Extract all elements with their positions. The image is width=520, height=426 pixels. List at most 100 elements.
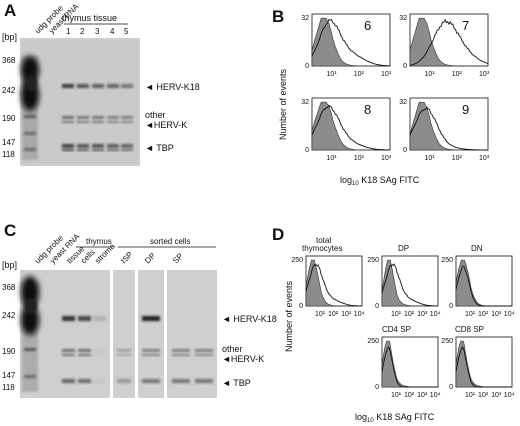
panel-d-hist-5-xtick-1: 10² — [478, 392, 489, 399]
panel-a-lane-1: 1 — [66, 27, 71, 36]
panel-a-group-label: thymus tissue — [62, 13, 117, 23]
panel-a-band-lane4-3 — [107, 144, 119, 148]
panel-c-band-lane6-2 — [195, 354, 213, 356]
panel-d-label: D — [272, 225, 284, 244]
panel-a-band-lane3-4 — [92, 149, 104, 151]
panel-c-lane-dp: DP — [143, 251, 157, 265]
panel-c-band-lane4-2 — [142, 354, 160, 356]
panel-a-gel-inner — [22, 40, 138, 164]
panel-a-band-lane1-1 — [62, 116, 74, 119]
panel-d-hist-2-filled-curve — [381, 259, 438, 307]
panel-d-title-dp: DP — [398, 244, 409, 253]
panel-d-x-label: log10 K18 SAg FITC — [355, 412, 435, 424]
panel-a-band-lane5-4 — [121, 149, 133, 151]
panel-b: B Number of events log10 K18 SAg FITC 32… — [272, 7, 490, 187]
panel-a: A [bp] 368 242 190 147 118 udg probe yea… — [2, 1, 200, 166]
panel-a-lane-3: 3 — [95, 27, 100, 36]
panel-d-hist-2-xtick-3: 10⁴ — [430, 311, 441, 318]
panel-b-hist-9-ytick-top: 32 — [399, 99, 407, 106]
panel-c-group-sorted: sorted cells — [150, 237, 190, 246]
panel-a-bands — [62, 84, 133, 151]
panel-c-band-lane2-1 — [93, 349, 106, 352]
panel-c-band-lane6-3 — [195, 379, 213, 383]
panel-d-hist-5: 250 0 10¹ 10² 10³ 10⁴ — [441, 336, 515, 399]
panel-b-hist-7: 32 0 10¹ 10² 10³ 7 — [399, 13, 490, 78]
panel-d-title-total-2: thymocytes — [302, 244, 342, 253]
panel-d-hist-4-ytick-top: 250 — [367, 338, 379, 345]
panel-c-band-lane0-1 — [62, 349, 75, 352]
panel-a-band-lane4-1 — [107, 116, 119, 119]
panel-c-band-lane0-3 — [62, 379, 75, 383]
panel-d-hist-5-ytick-top: 250 — [441, 338, 453, 345]
panel-d-title-total-1: total — [316, 236, 331, 245]
panel-c-bands — [62, 316, 213, 383]
panel-d-title-cd8: CD8 SP — [455, 325, 484, 334]
panel-a-marker-118: 118 — [2, 150, 15, 159]
panel-c-band-herv-k18: ◄ HERV-K18 — [222, 314, 277, 324]
panel-a-band-lane5-0 — [121, 84, 133, 88]
panel-c-band-lane2-3 — [93, 379, 106, 383]
panel-b-hist-7-xtick-2: 10³ — [479, 71, 490, 78]
panel-a-lane-2: 2 — [80, 27, 85, 36]
panel-d-hist-2-xtick-0: 10¹ — [391, 311, 402, 318]
panel-d-hist-5-ytick-zero: 0 — [449, 384, 453, 391]
panel-d-hist-3-ytick-top: 250 — [441, 257, 453, 264]
panel-d-hist-2-xtick-2: 10³ — [417, 311, 428, 318]
panel-b-sample-label-9: 9 — [462, 102, 469, 117]
panel-a-band-lane1-4 — [62, 149, 74, 151]
panel-d-hist-1-ytick-top: 250 — [291, 257, 303, 264]
panel-b-hist-7-xtick-1: 10² — [452, 71, 463, 78]
panel-d-hist-1-ytick-zero: 0 — [299, 303, 303, 310]
panel-c-probe-band-2 — [24, 375, 36, 378]
panel-b-hist-6-filled-curve — [311, 17, 390, 67]
panel-c-band-lane4-1 — [142, 349, 160, 352]
panel-d-hist-2-ytick-top: 250 — [367, 257, 379, 264]
panel-d-hist-1-xtick-0: 10¹ — [315, 311, 326, 318]
panel-b-hist-6-xtick-2: 10³ — [381, 71, 392, 78]
panel-a-band-lane5-2 — [121, 121, 133, 123]
panel-d-hist-5-xtick-0: 10¹ — [465, 392, 476, 399]
panel-d-hist-5-open-curve — [455, 346, 512, 388]
panel-c-band-lane3-1 — [117, 349, 131, 352]
panel-d-hist-5-filled-curve — [455, 340, 512, 388]
panel-b-hist-9: 32 0 10¹ 10² 10³ 9 — [399, 97, 490, 162]
panel-a-band-lane2-2 — [77, 121, 89, 123]
panel-c-probe-blob-2 — [21, 305, 39, 335]
panel-a-lane-4: 4 — [110, 27, 115, 36]
panel-b-hist-6-ytick-zero: 0 — [305, 63, 309, 70]
panel-d-y-label: Number of events — [284, 280, 294, 352]
panel-c-band-lane3-2 — [117, 354, 131, 356]
panel-b-hist-8-xtick-2: 10³ — [381, 155, 392, 162]
panel-c-band-lane3-3 — [117, 379, 131, 383]
panel-c-band-lane5-3 — [172, 379, 190, 383]
panel-a-marker-190: 190 — [2, 114, 16, 123]
panel-d-title-cd4: CD4 SP — [382, 325, 411, 334]
panel-c-band-lane5-1 — [172, 349, 190, 352]
panel-c-label: C — [4, 221, 16, 240]
panel-c-band-lane0-0 — [62, 316, 75, 321]
panel-b-hist-6-ytick-top: 32 — [301, 15, 309, 22]
panel-b-hist-7-ytick-top: 32 — [399, 15, 407, 22]
panel-a-label: A — [4, 1, 16, 20]
panel-c-lane-sp: SP — [171, 252, 185, 266]
panel-c-band-lane4-0 — [142, 316, 160, 321]
panel-d-hist-3: 250 0 10¹ 10² 10³ 10⁴ — [441, 255, 515, 318]
panel-c-band-other: other — [222, 344, 243, 354]
panel-b-hist-7-ytick-zero: 0 — [403, 63, 407, 70]
panel-c-lane-isp: ISP — [119, 250, 134, 265]
panel-c-marker-190: 190 — [2, 347, 16, 356]
panel-b-hist-9-xtick-0: 10¹ — [424, 155, 435, 162]
panel-c-band-lane1-3 — [78, 379, 91, 383]
panel-a-band-lane4-2 — [107, 121, 119, 123]
panel-d-hist-4-open-curve — [381, 346, 438, 388]
panel-a-probe-blob-3 — [25, 75, 37, 91]
panel-c-band-lane6-1 — [195, 349, 213, 352]
panel-b-hist-6: 32 0 10¹ 10² 10³ 6 — [301, 13, 392, 78]
panel-c-band-lane1-1 — [78, 349, 91, 352]
panel-a-marker-242: 242 — [2, 86, 16, 95]
panel-c-gel-2 — [113, 270, 135, 398]
panel-c-band-lane1-0 — [78, 316, 91, 321]
panel-d-hist-1: 250 0 10¹ 10² 10³ 10⁴ — [291, 255, 365, 318]
panel-b-hist-7-xtick-0: 10¹ — [424, 71, 435, 78]
